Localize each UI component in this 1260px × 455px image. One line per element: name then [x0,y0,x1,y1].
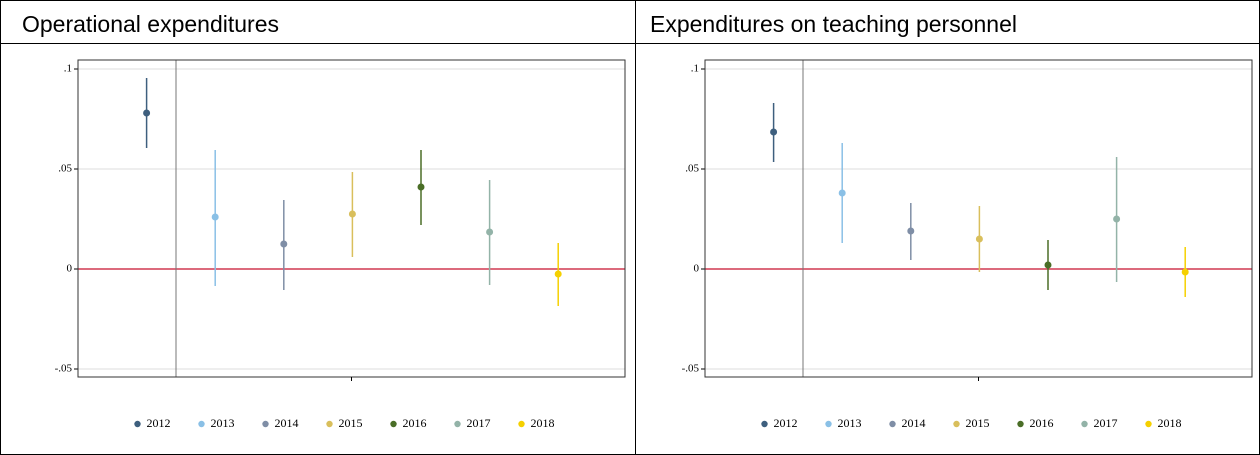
legend-marker [390,420,397,428]
legend-label: 2018 [1158,416,1182,430]
legend-marker [326,420,333,428]
point-estimate [554,270,562,278]
panel-title: Expenditures on teaching personnel [650,11,1017,37]
legend-marker [518,420,525,428]
legend-label: 2016 [1030,416,1054,430]
y-tick-label: 0 [67,263,73,275]
point-estimate [1044,261,1052,269]
point-estimate [211,213,219,221]
legend-label: 2015 [339,416,363,430]
plot-frame [77,59,626,378]
legend-marker [889,420,896,428]
point-estimate [770,128,778,136]
point-estimate [838,189,846,197]
legend-marker [134,420,141,428]
legend-marker [1081,420,1088,428]
point-estimate [1113,215,1121,223]
legend-label: 2015 [966,416,990,430]
plot-frame [704,59,1253,378]
legend-marker [761,420,768,428]
point-estimate [417,183,425,191]
panel-title: Operational expenditures [22,11,279,37]
point-estimate [975,235,983,243]
point-estimate [486,228,494,236]
legend-label: 2017 [1094,416,1118,430]
point-estimate [143,109,151,117]
point-estimate [907,227,915,235]
legend-label: 2016 [403,416,427,430]
legend-label: 2012 [147,416,171,430]
legend-marker [825,420,832,428]
y-tick-label: .05 [685,163,699,175]
point-estimate [348,210,356,218]
legend-label: 2014 [902,416,926,430]
point-estimate [280,240,288,248]
legend-label: 2018 [531,416,555,430]
legend-label: 2014 [275,416,299,430]
legend-marker [198,420,205,428]
y-tick-label: -.05 [682,363,700,375]
legend-marker [262,420,269,428]
point-estimate [1181,268,1189,276]
legend-label: 2017 [467,416,491,430]
y-tick-label: -.05 [55,363,73,375]
legend-marker [454,420,461,428]
legend-marker [953,420,960,428]
y-tick-label: .05 [58,163,72,175]
legend-label: 2012 [774,416,798,430]
y-tick-label: .1 [691,63,699,75]
legend-marker [1017,420,1024,428]
legend-marker [1145,420,1152,428]
y-tick-label: .1 [64,63,72,75]
legend-label: 2013 [838,416,862,430]
legend-label: 2013 [211,416,235,430]
y-tick-label: 0 [694,263,700,275]
